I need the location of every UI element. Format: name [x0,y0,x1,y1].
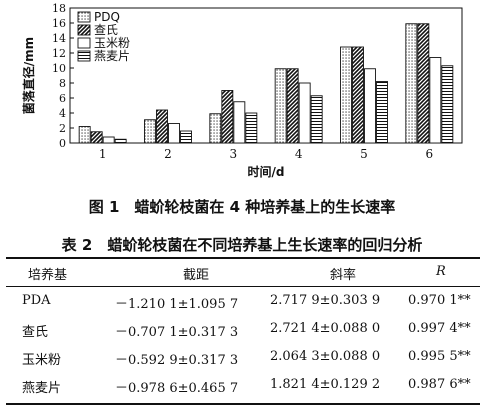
legend-swatch [77,24,91,36]
table-cell: 查氏 [22,325,49,340]
bar [298,82,311,144]
bar [90,131,103,144]
table-cell: －0.707 1±0.317 3 [115,325,239,340]
bar [376,81,388,144]
legend-label: 玉米粉 [94,36,130,50]
plot-frame [69,7,463,144]
y-tick-label: 12 [52,47,66,60]
y-tick-label: 4 [59,107,66,120]
bar [144,119,156,144]
table-header-rule [6,286,480,287]
y-tick-label: 6 [59,92,66,105]
bar [114,138,127,144]
table-cell: 0.997 4** [408,321,471,336]
table-cell: 2.721 4±0.088 0 [270,321,381,336]
table-cell: 玉米粉 [22,353,62,368]
bar [233,101,246,144]
table-cell: 0.970 1** [408,293,471,308]
table-top-rule [6,257,480,259]
table-cell: 1.821 4±0.129 2 [270,377,381,392]
table-cell: －0.592 9±0.317 3 [115,353,239,368]
table-cell: 0.987 6** [408,377,471,392]
x-tick-label: 4 [295,147,303,161]
table-cell: PDA [22,293,51,308]
y-tick-label: 0 [59,137,66,150]
table-cell: 2.064 3±0.088 0 [270,349,381,364]
bar [168,123,180,144]
y-tick-label: 2 [59,122,66,135]
bar [209,113,222,144]
header-slope: 斜率 [330,268,357,283]
bar [364,68,376,144]
legend-label: 查氏 [94,23,118,37]
table-cell: 2.717 9±0.303 9 [270,293,381,308]
legend-swatch [77,11,91,23]
y-tick-label: 16 [52,17,66,30]
legend-swatch [77,50,91,62]
bar [221,90,234,144]
bar [417,23,430,144]
table-caption: 表 2 蜡蚧轮枝菌在不同培养基上生长速率的回归分析 [61,236,423,254]
y-tick-label: 8 [59,77,66,90]
bar [340,46,352,144]
y-tick-label: 18 [52,2,66,15]
bar [310,95,323,144]
legend-label: 燕麦片 [94,49,130,63]
x-tick-label: 5 [360,147,368,161]
legend-label: PDQ [94,10,120,24]
table-cell: －1.210 1±1.095 7 [115,297,239,312]
bar [441,65,454,144]
table-cell: 0.995 5** [408,349,471,364]
bar [405,23,418,144]
header-r: R [436,264,446,279]
bar [156,109,168,144]
bars [78,23,454,144]
bar [274,68,287,144]
x-tick-label: 6 [426,147,434,161]
header-intercept: 截距 [183,268,210,283]
figure-caption: 图 1 蜡蚧轮枝菌在 4 种培养基上的生长速率 [88,198,396,216]
bar [245,112,258,144]
table-bottom-rule [6,403,480,405]
x-axis-label: 时间/d [248,164,285,179]
table-cell: －0.978 6±0.465 7 [115,381,239,396]
bar [352,46,364,144]
bar [180,130,192,144]
y-tick-label: 14 [52,32,66,45]
x-tick-label: 2 [164,147,172,161]
x-tick-label: 1 [99,147,107,161]
y-tick-label: 10 [52,62,66,75]
y-axis-label: 菌落直径/mm [21,37,36,114]
bar [429,57,442,144]
bar [102,136,115,144]
x-tick-label: 3 [230,147,238,161]
table-cell: 燕麦片 [22,381,62,396]
legend-swatch [77,37,91,49]
bar [78,126,91,144]
header-medium: 培养基 [28,268,68,283]
bar [286,68,299,144]
